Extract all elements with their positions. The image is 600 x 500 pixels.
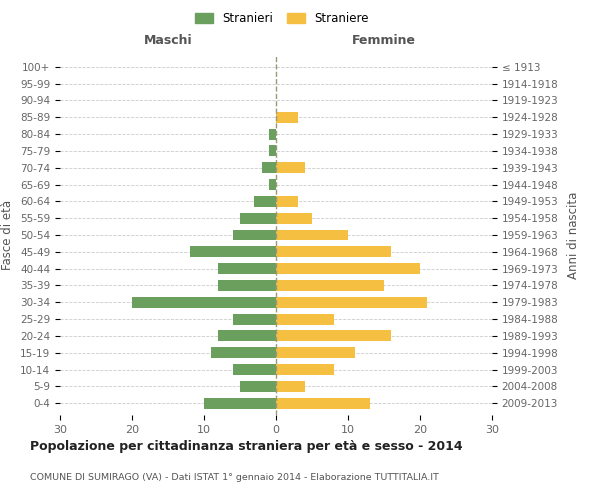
Bar <box>218 263 276 274</box>
Bar <box>276 381 305 392</box>
Bar <box>211 348 276 358</box>
Text: COMUNE DI SUMIRAGO (VA) - Dati ISTAT 1° gennaio 2014 - Elaborazione TUTTITALIA.I: COMUNE DI SUMIRAGO (VA) - Dati ISTAT 1° … <box>30 473 439 482</box>
Bar <box>276 297 427 308</box>
Bar <box>269 146 276 156</box>
Y-axis label: Fasce di età: Fasce di età <box>1 200 14 270</box>
Bar <box>132 297 276 308</box>
Bar <box>204 398 276 408</box>
Bar <box>233 364 276 375</box>
Bar <box>233 230 276 240</box>
Bar <box>276 398 370 408</box>
Bar <box>276 230 348 240</box>
Bar <box>218 280 276 291</box>
Bar <box>269 128 276 140</box>
Bar <box>233 314 276 324</box>
Bar <box>240 212 276 224</box>
Bar <box>190 246 276 258</box>
Bar <box>276 246 391 258</box>
Bar <box>276 348 355 358</box>
Y-axis label: Anni di nascita: Anni di nascita <box>567 192 580 278</box>
Bar <box>276 212 312 224</box>
Text: Maschi: Maschi <box>143 34 193 46</box>
Bar <box>254 196 276 207</box>
Bar <box>276 364 334 375</box>
Bar <box>276 314 334 324</box>
Text: Popolazione per cittadinanza straniera per età e sesso - 2014: Popolazione per cittadinanza straniera p… <box>30 440 463 453</box>
Bar <box>276 330 391 342</box>
Bar <box>218 330 276 342</box>
Bar <box>276 112 298 122</box>
Bar <box>240 381 276 392</box>
Text: Femmine: Femmine <box>352 34 416 46</box>
Bar <box>276 162 305 173</box>
Bar <box>276 280 384 291</box>
Bar <box>276 263 420 274</box>
Bar <box>262 162 276 173</box>
Bar <box>269 179 276 190</box>
Bar <box>276 196 298 207</box>
Legend: Stranieri, Straniere: Stranieri, Straniere <box>191 8 373 28</box>
